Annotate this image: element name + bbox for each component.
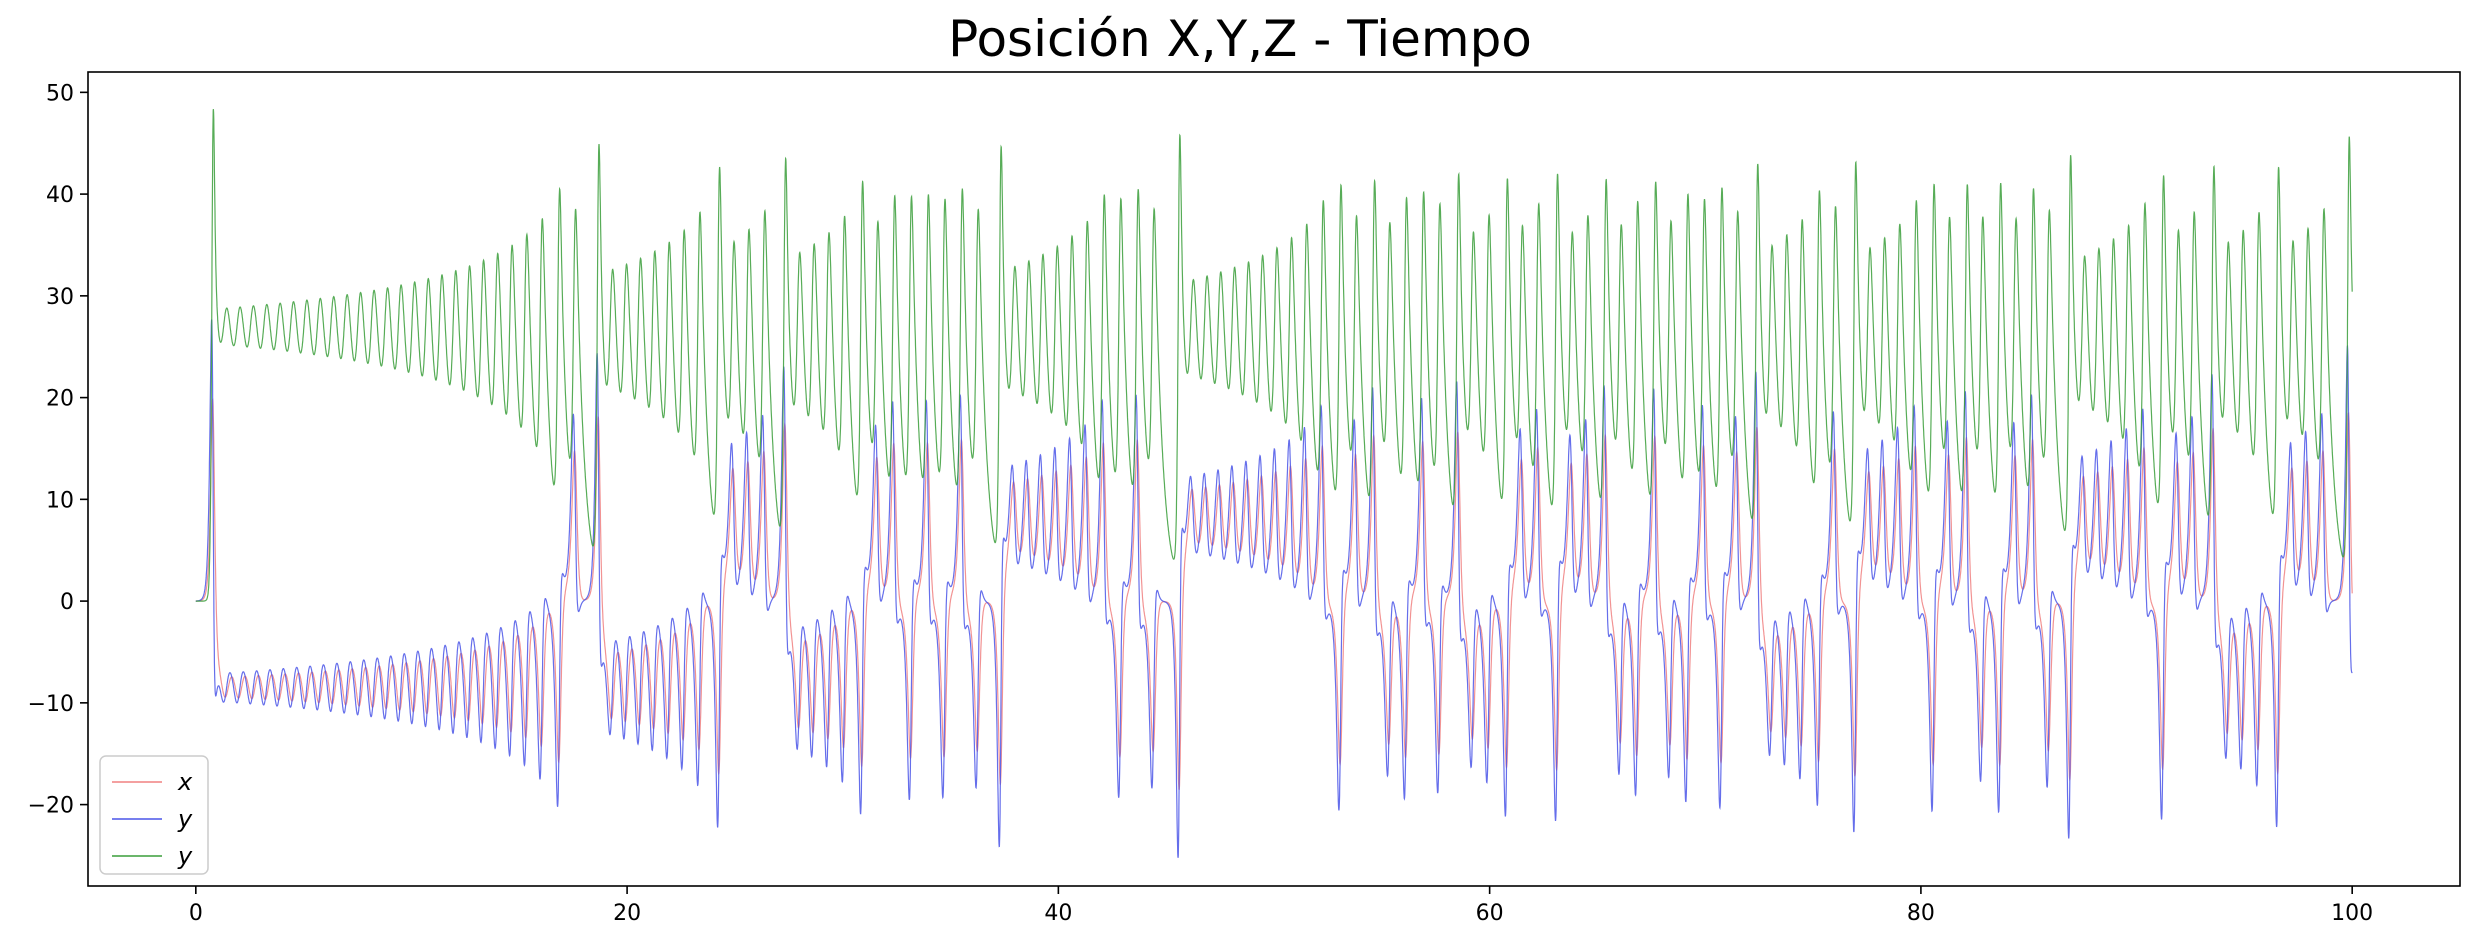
y-tick-label: 0 [60, 590, 74, 615]
y-tick-label: 40 [46, 183, 74, 208]
x-tick-label: 0 [189, 901, 203, 926]
y-tick-label: 10 [46, 488, 74, 513]
legend-label-1: y [177, 805, 193, 833]
series-line-0 [195, 398, 2353, 791]
y-tick-label: 30 [46, 285, 74, 310]
axis-ticks: 0 20 40 60 80 100 −20 −10 0 10 20 30 40 50 [28, 81, 2374, 926]
x-tick-label: 100 [2331, 901, 2373, 926]
legend: xyy [99, 755, 209, 875]
x-tick-label: 80 [1907, 901, 1935, 926]
legend-label-0: x [177, 768, 193, 796]
y-tick-label: 20 [46, 387, 74, 412]
y-tick-label: −20 [28, 794, 74, 819]
y-tick-label: 50 [46, 81, 74, 106]
series-line-2 [195, 109, 2353, 602]
chart-title: Posición X,Y,Z - Tiempo [948, 10, 1532, 68]
x-tick-label: 40 [1044, 901, 1072, 926]
y-tick-label: −10 [28, 692, 74, 717]
legend-label-2: y [177, 842, 193, 870]
x-tick-label: 20 [613, 901, 641, 926]
x-tick-label: 60 [1476, 901, 1504, 926]
plot-area [195, 109, 2353, 858]
series-line-1 [195, 319, 2353, 858]
axes-frame [87, 71, 2461, 887]
legend-box [99, 755, 209, 875]
